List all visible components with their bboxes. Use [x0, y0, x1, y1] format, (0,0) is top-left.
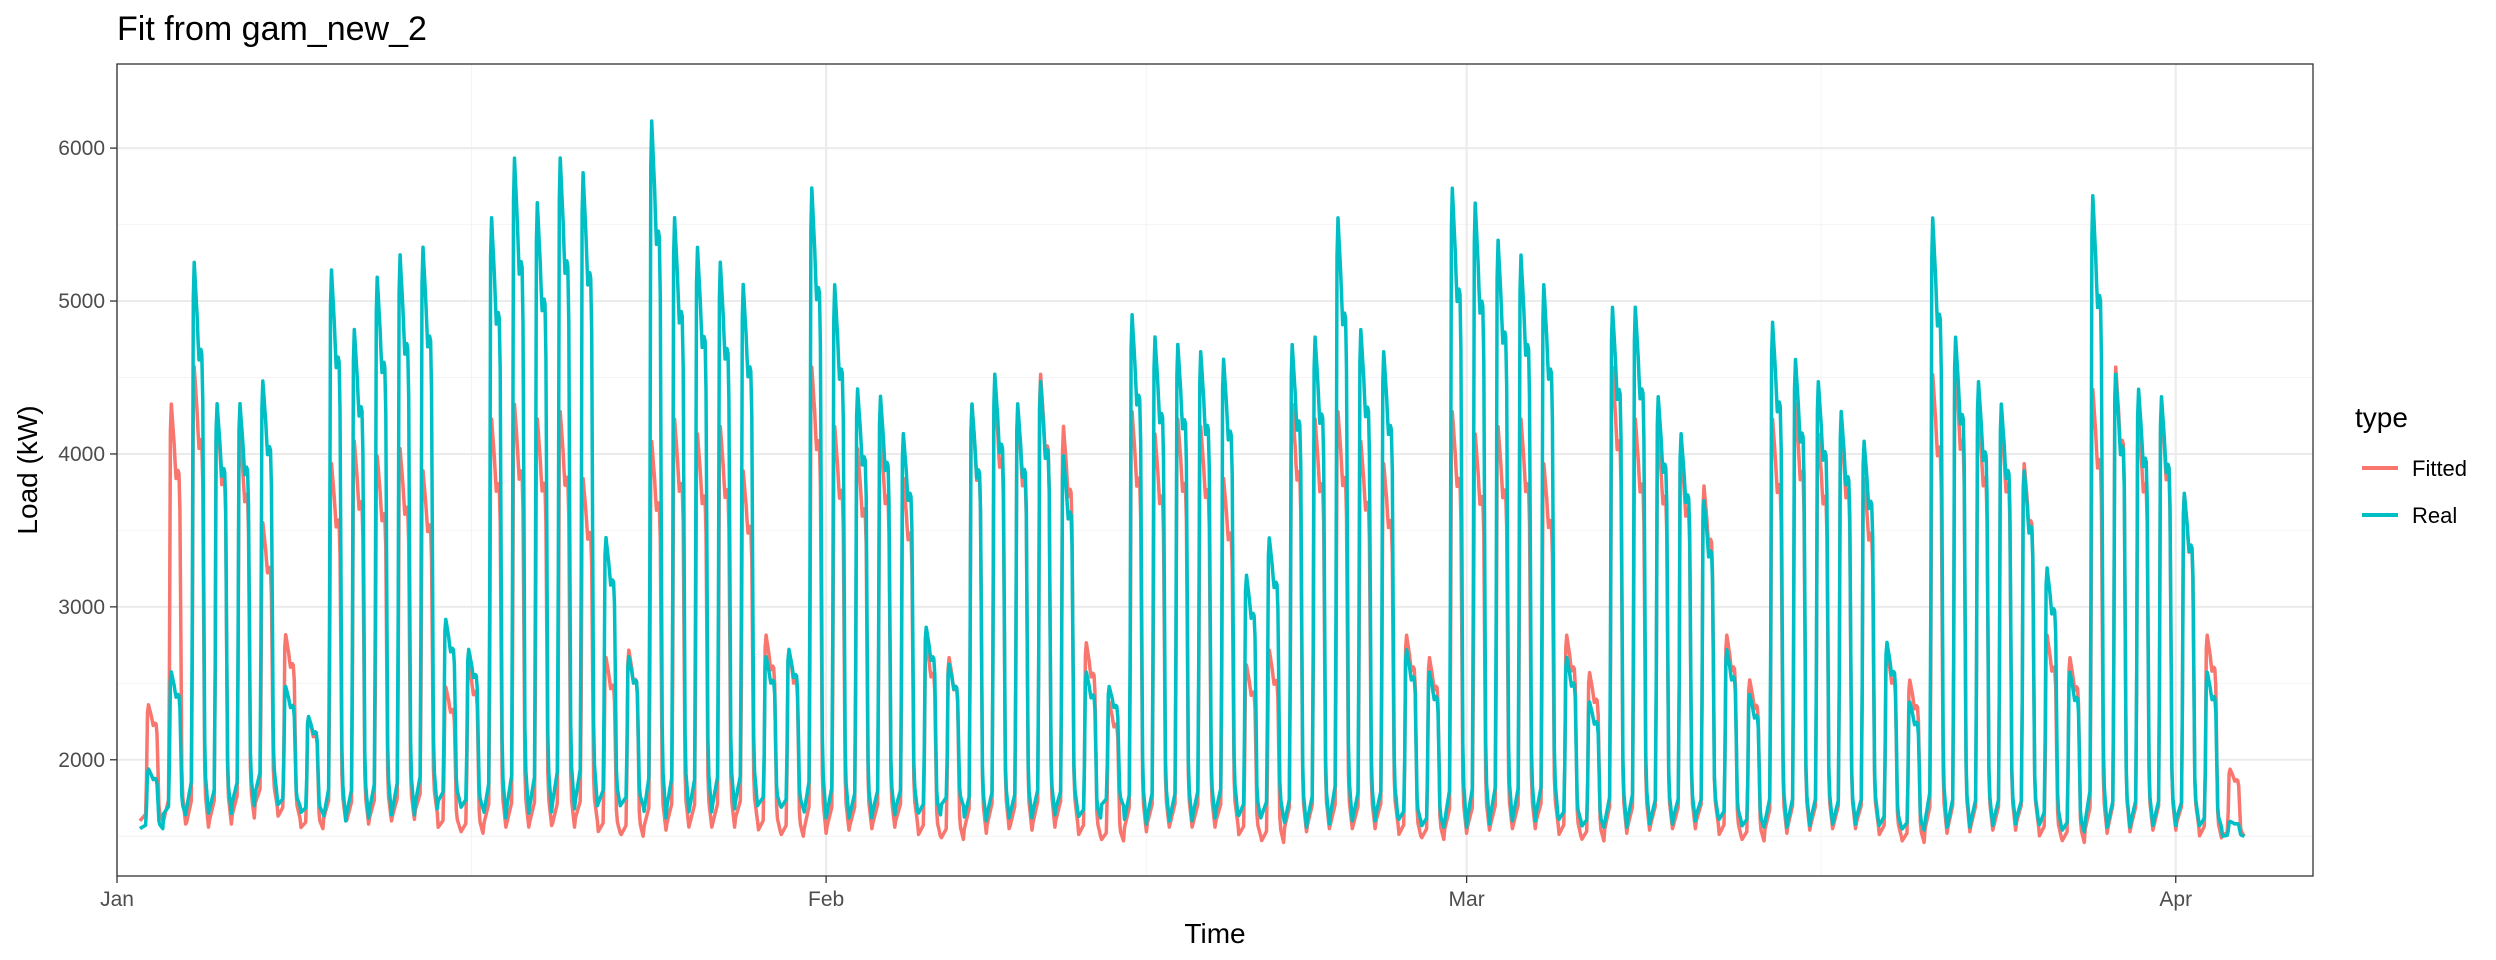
y-axis-title: Load (kW) [12, 405, 43, 534]
major-gridlines [116, 64, 2313, 876]
legend: type Fitted Real [2355, 402, 2467, 528]
y-tick-label: 6000 [58, 137, 105, 160]
legend-title: type [2355, 402, 2408, 433]
legend-label-fitted: Fitted [2412, 456, 2467, 481]
y-tick-label: 4000 [58, 443, 105, 466]
x-tick-label: Mar [1449, 888, 1485, 911]
x-tick-label: Jan [100, 888, 134, 911]
series-line-real [138, 119, 2246, 838]
x-axis-title: Time [1184, 918, 1245, 949]
y-tick-label: 5000 [58, 290, 105, 313]
series-lines [138, 119, 2246, 845]
legend-label-real: Real [2412, 503, 2457, 528]
y-axis: 2000 3000 4000 5000 6000 [58, 137, 117, 772]
plot-panel-border [116, 63, 2314, 877]
chart-title: Fit from gam_new_2 [117, 10, 427, 48]
y-tick-label: 2000 [58, 749, 105, 772]
x-tick-label: Apr [2159, 888, 2192, 911]
y-tick-label: 3000 [58, 596, 105, 619]
x-axis: Jan Feb Mar Apr [100, 876, 2192, 911]
plot-panel [117, 64, 2313, 876]
x-tick-label: Feb [808, 888, 844, 911]
